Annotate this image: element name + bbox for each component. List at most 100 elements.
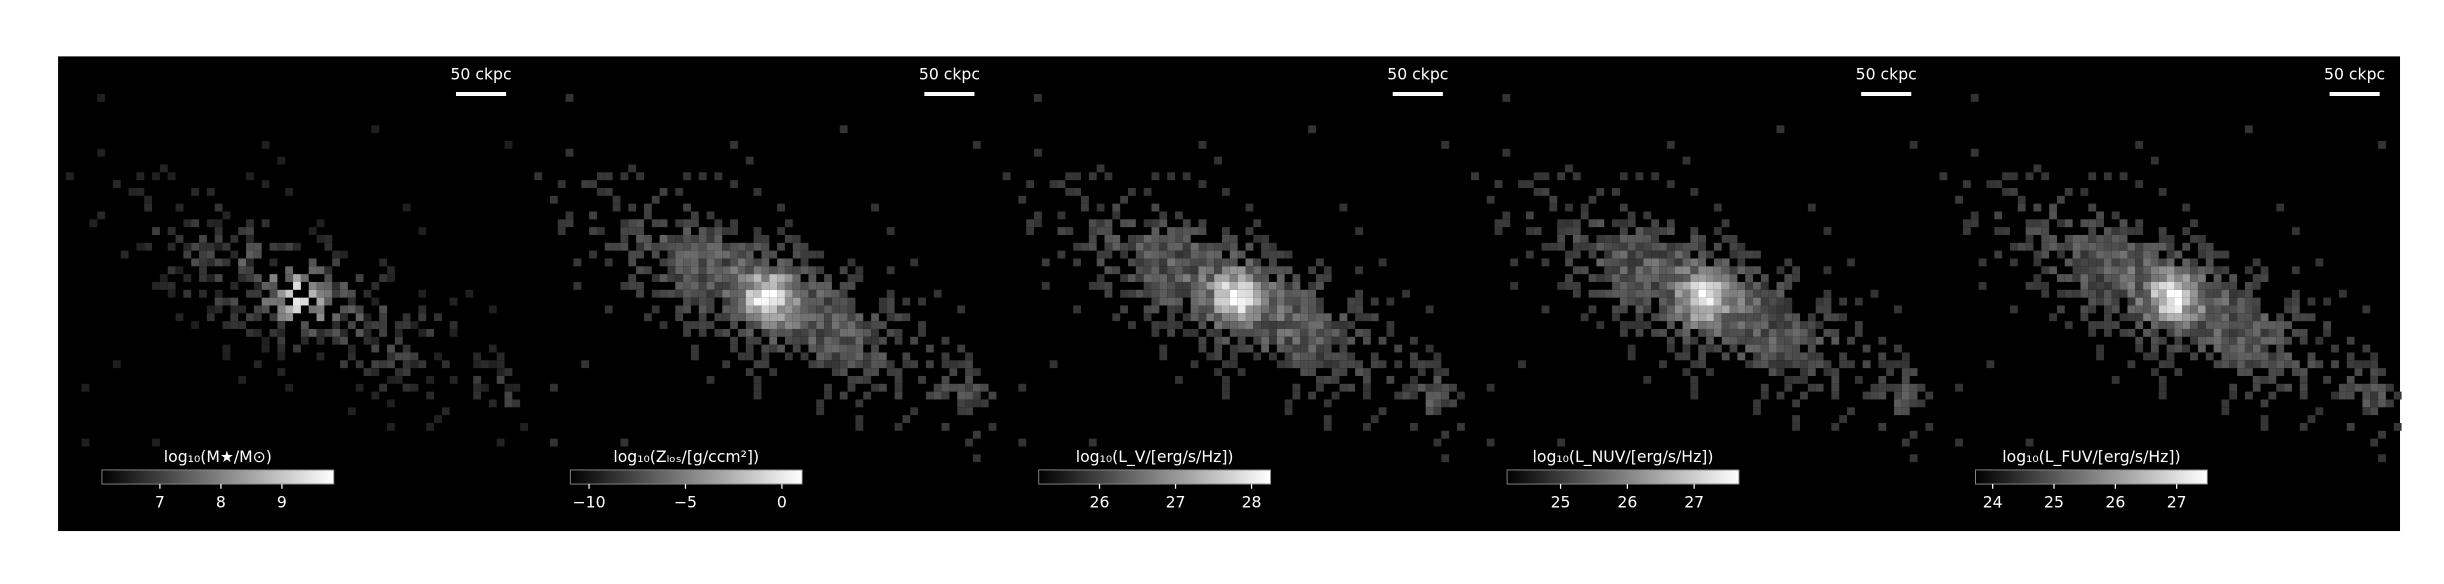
pixel xyxy=(1159,289,1168,298)
pixel xyxy=(824,321,832,329)
pixel xyxy=(1261,281,1269,290)
pixel xyxy=(1214,344,1222,353)
pixel xyxy=(816,289,825,298)
pixel xyxy=(2252,313,2261,322)
pixel xyxy=(1300,360,1309,369)
pixel xyxy=(675,305,684,314)
pixel xyxy=(2158,258,2167,267)
pixel xyxy=(1901,368,1910,376)
pixel xyxy=(698,321,707,329)
pixel xyxy=(769,266,778,275)
pixel xyxy=(784,352,793,361)
pixel xyxy=(402,383,411,392)
pixel xyxy=(363,321,372,329)
pixel xyxy=(2315,360,2324,369)
pixel xyxy=(2080,219,2089,228)
pixel xyxy=(1666,250,1675,259)
pixel xyxy=(2166,305,2175,314)
pixel xyxy=(761,360,770,369)
pixel xyxy=(1588,219,1597,228)
pixel xyxy=(2291,305,2300,314)
pixel xyxy=(1768,368,1777,376)
pixel xyxy=(1222,305,1230,314)
pixel xyxy=(1721,289,1730,298)
pixel xyxy=(2190,297,2198,306)
pixel xyxy=(1096,203,1105,212)
pixel xyxy=(957,407,966,416)
pixel xyxy=(1284,399,1293,408)
pixel xyxy=(1088,242,1097,251)
scalebar-label: 50 ckpc xyxy=(1856,65,1917,84)
pixel xyxy=(2056,195,2065,204)
pixel xyxy=(1308,289,1316,298)
pixel xyxy=(683,219,691,228)
pixel xyxy=(387,422,395,431)
pixel xyxy=(1674,250,1683,259)
pixel xyxy=(238,258,247,267)
pixel xyxy=(1355,305,1363,314)
pixel xyxy=(792,242,801,251)
pixel xyxy=(1690,187,1699,196)
pixel xyxy=(2009,172,2018,181)
pixel xyxy=(222,321,231,329)
pixel xyxy=(2166,344,2175,353)
pixel xyxy=(730,219,738,228)
pixel xyxy=(1612,234,1620,243)
pixel xyxy=(2135,140,2144,149)
pixel xyxy=(1651,281,1660,290)
pixel xyxy=(2197,250,2206,259)
pixel xyxy=(1635,266,1644,275)
pixel xyxy=(1237,344,1246,353)
pixel xyxy=(1807,203,1816,212)
pixel xyxy=(1706,336,1714,345)
pixel xyxy=(387,360,395,369)
pixel xyxy=(269,297,278,306)
pixel xyxy=(214,242,223,251)
pixel xyxy=(1698,234,1707,243)
pixel xyxy=(683,297,691,306)
pixel xyxy=(1394,391,1403,400)
pixel xyxy=(1847,336,1855,345)
pixel xyxy=(1659,297,1667,306)
pixel xyxy=(1088,438,1097,447)
pixel xyxy=(488,305,497,314)
pixel xyxy=(371,297,380,306)
pixel xyxy=(2049,234,2057,243)
pixel xyxy=(690,352,699,361)
pixel xyxy=(2291,289,2300,298)
pixel xyxy=(2197,297,2206,306)
pixel xyxy=(206,313,215,322)
pixel xyxy=(824,336,832,345)
pixel xyxy=(2299,336,2308,345)
pixel xyxy=(2135,321,2144,329)
pixel xyxy=(706,289,715,298)
pixel xyxy=(2268,368,2277,376)
pixel xyxy=(1425,360,1434,369)
pixel xyxy=(1815,360,1824,369)
pixel xyxy=(1486,383,1495,392)
pixel xyxy=(379,258,388,267)
pixel xyxy=(2103,274,2112,282)
pixel xyxy=(722,258,731,267)
pixel xyxy=(792,289,801,298)
pixel xyxy=(2244,281,2253,290)
pixel xyxy=(2158,274,2167,282)
pixel xyxy=(473,360,482,369)
pixel xyxy=(2182,289,2191,298)
pixel xyxy=(1970,148,1979,157)
pixel xyxy=(855,360,864,369)
pixel xyxy=(214,297,223,306)
pixel xyxy=(1362,336,1371,345)
pixel xyxy=(1533,227,1542,235)
pixel xyxy=(2088,274,2097,282)
pixel xyxy=(2197,336,2206,345)
pixel xyxy=(2103,321,2112,329)
pixel xyxy=(1315,383,1324,392)
pixel xyxy=(2354,368,2363,376)
pixel xyxy=(332,258,341,267)
pixel xyxy=(261,180,270,188)
pixel xyxy=(246,250,254,259)
pixel xyxy=(1229,250,1238,259)
pixel xyxy=(1502,148,1511,157)
pixel xyxy=(1768,344,1777,353)
